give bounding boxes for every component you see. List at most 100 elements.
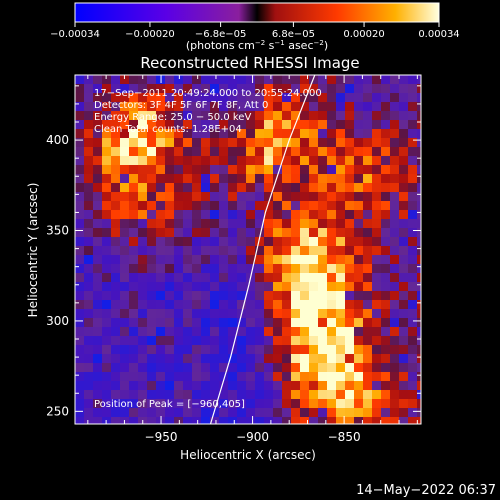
heatmap-cell	[183, 327, 193, 337]
heatmap-cell	[237, 318, 247, 328]
heatmap-cell	[129, 246, 139, 256]
heatmap-cell	[363, 354, 373, 364]
heatmap-cell	[390, 219, 400, 229]
heatmap-cell	[192, 75, 202, 85]
heatmap-cell	[156, 354, 166, 364]
heatmap-cell	[147, 111, 157, 121]
heatmap-cell	[147, 264, 157, 274]
heatmap-cell	[183, 264, 193, 274]
heatmap-cell	[255, 138, 265, 148]
heatmap-cell	[318, 147, 328, 157]
heatmap-cell	[111, 300, 121, 310]
heatmap-cell	[300, 120, 310, 130]
heatmap-cell	[399, 390, 409, 400]
heatmap-cell	[174, 381, 184, 391]
heatmap-cell	[309, 255, 319, 265]
heatmap-cell	[165, 228, 175, 238]
heatmap-cell	[327, 336, 337, 346]
heatmap-cell	[327, 255, 337, 265]
heatmap-cell	[336, 183, 346, 193]
heatmap-cell	[228, 210, 238, 220]
heatmap-cell	[156, 84, 166, 94]
heatmap-cell	[282, 345, 292, 355]
heatmap-cell	[93, 120, 103, 130]
heatmap-cell	[228, 399, 238, 409]
heatmap-cell	[381, 165, 391, 175]
heatmap-cell	[93, 336, 103, 346]
heatmap-cell	[183, 417, 193, 424]
heatmap-cell	[84, 75, 94, 85]
heatmap-cell	[183, 120, 193, 130]
heatmap-cell	[345, 210, 355, 220]
heatmap-cell	[219, 264, 229, 274]
heatmap-cell	[354, 354, 364, 364]
heatmap-cell	[327, 219, 337, 229]
heatmap-cell	[408, 336, 418, 346]
heatmap-cell	[192, 183, 202, 193]
heatmap-cell	[174, 282, 184, 292]
heatmap-cell	[408, 120, 418, 130]
heatmap-cell	[246, 228, 256, 238]
heatmap-cell	[408, 174, 418, 184]
heatmap-cell	[273, 264, 283, 274]
heatmap-cell	[183, 102, 193, 112]
heatmap-cell	[363, 75, 373, 85]
heatmap-cell	[291, 165, 301, 175]
heatmap-cell	[147, 255, 157, 265]
heatmap-cell	[129, 210, 139, 220]
heatmap-cell	[309, 345, 319, 355]
heatmap-cell	[399, 282, 409, 292]
heatmap-cell	[174, 120, 184, 130]
heatmap-cell	[156, 399, 166, 409]
heatmap-cell	[147, 309, 157, 319]
heatmap-cell	[408, 246, 418, 256]
heatmap-cell	[228, 93, 238, 103]
heatmap-cell	[183, 255, 193, 265]
annotation-energy-range: Energy Range: 25.0 − 50.0 keV	[94, 112, 251, 123]
heatmap-cell	[147, 282, 157, 292]
heatmap-cell	[372, 408, 382, 418]
heatmap-cell	[237, 255, 247, 265]
heatmap-cell	[372, 210, 382, 220]
heatmap-cell	[129, 192, 139, 202]
heatmap-cell	[345, 336, 355, 346]
heatmap-cell	[327, 129, 337, 139]
heatmap-cell	[156, 381, 166, 391]
heatmap-cell	[228, 156, 238, 166]
heatmap-cell	[111, 174, 121, 184]
heatmap-cell	[372, 228, 382, 238]
heatmap-cell	[201, 372, 211, 382]
heatmap-cell	[210, 255, 220, 265]
heatmap-cell	[273, 147, 283, 157]
heatmap-cell	[318, 192, 328, 202]
heatmap-cell	[138, 390, 148, 400]
heatmap-cell	[318, 102, 328, 112]
heatmap-cell	[273, 318, 283, 328]
heatmap-cell	[237, 372, 247, 382]
heatmap-cell	[210, 291, 220, 301]
heatmap-cell	[399, 192, 409, 202]
heatmap-cell	[129, 282, 139, 292]
heatmap-cell	[417, 201, 421, 211]
heatmap-cell	[120, 183, 130, 193]
heatmap-cell	[219, 273, 229, 283]
heatmap-cell	[210, 219, 220, 229]
heatmap-cell	[228, 282, 238, 292]
heatmap-cell	[390, 309, 400, 319]
heatmap-cell	[408, 228, 418, 238]
heatmap-cell	[84, 183, 94, 193]
heatmap-cell	[264, 309, 274, 319]
heatmap-cell	[192, 354, 202, 364]
heatmap-cell	[417, 75, 421, 85]
heatmap-cell	[255, 255, 265, 265]
heatmap-cell	[111, 255, 121, 265]
heatmap-cell	[84, 300, 94, 310]
colorbar-tick-label: 0.00034	[418, 29, 459, 40]
heatmap-cell	[417, 111, 421, 121]
heatmap-cell	[129, 345, 139, 355]
heatmap-cell	[237, 84, 247, 94]
heatmap-cell	[318, 318, 328, 328]
heatmap-cell	[210, 309, 220, 319]
heatmap-cell	[192, 390, 202, 400]
heatmap-cell	[363, 408, 373, 418]
